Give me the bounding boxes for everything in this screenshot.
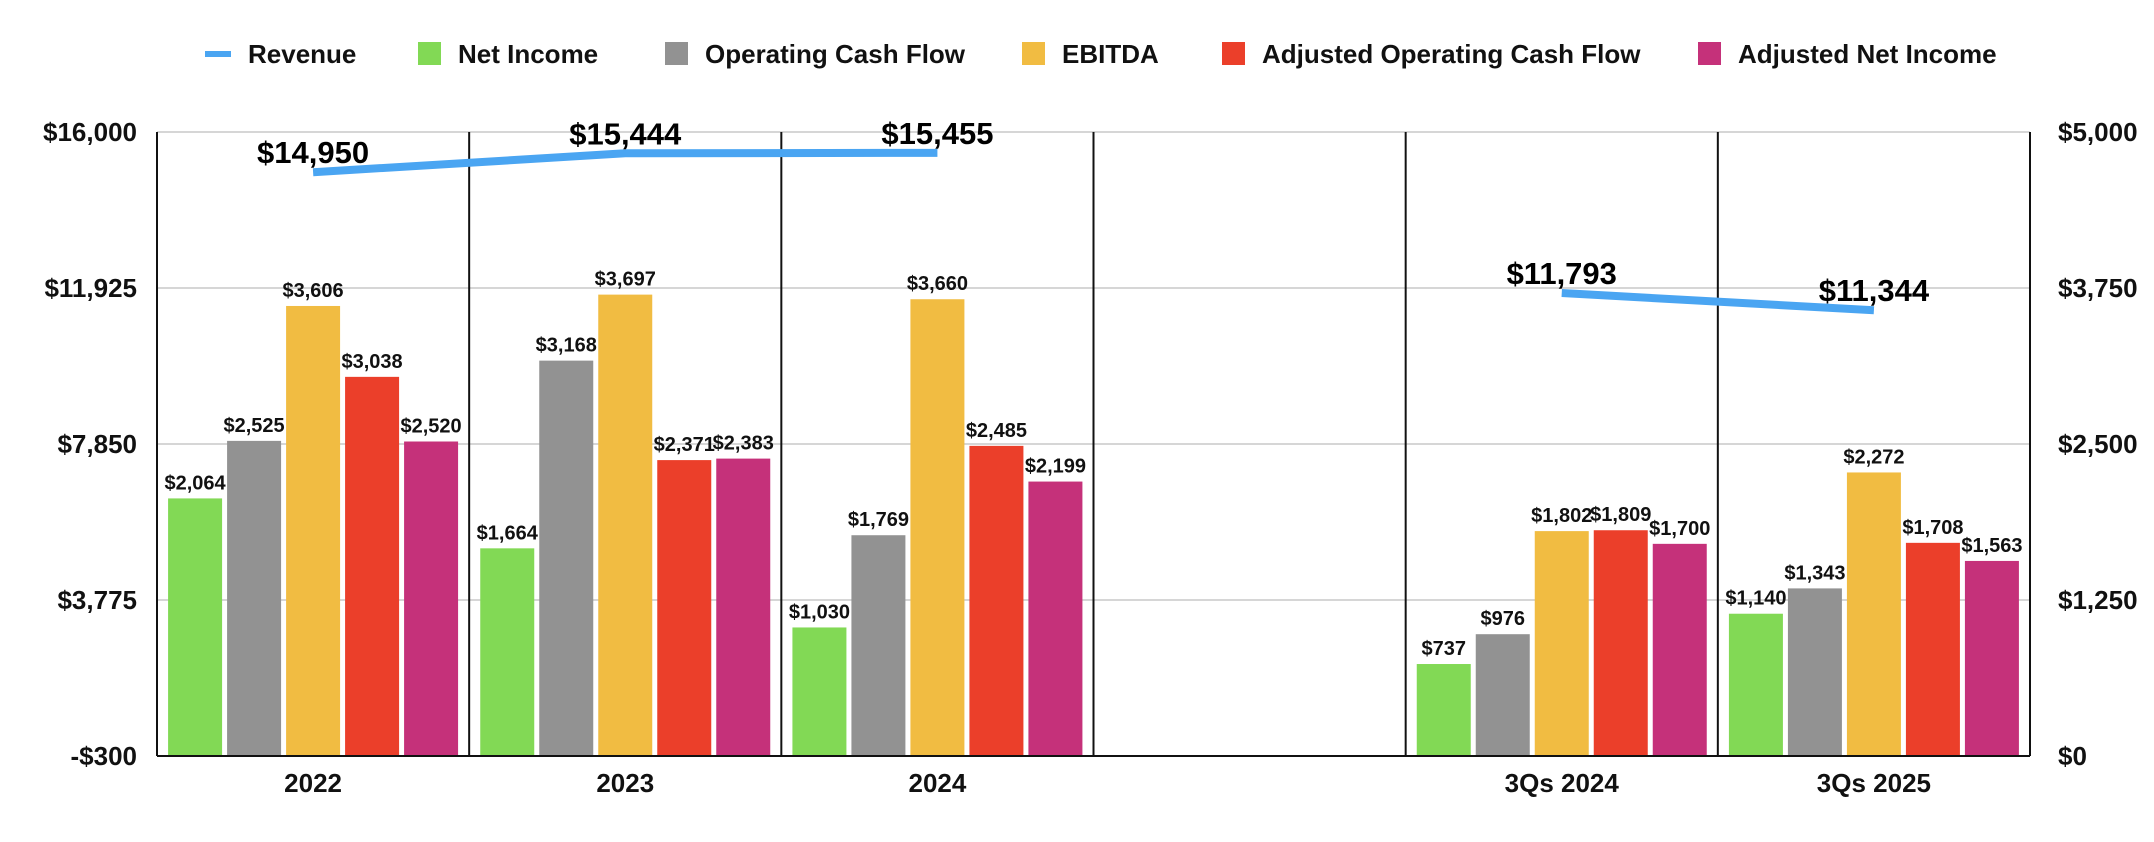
bar-value-label: $3,038	[341, 351, 402, 373]
bar	[1905, 542, 1960, 756]
bar	[168, 498, 223, 756]
legend-marker	[665, 42, 688, 65]
plot-frame	[156, 132, 2031, 757]
bars: $2,064 $2,525 $3,606 $3,038 $2,520 $1,664 $3,1…	[164, 269, 2023, 756]
bar-value-label: $3,697	[595, 269, 656, 291]
legend-marker-revenue	[205, 51, 231, 57]
revenue-value-label: $15,444	[569, 116, 682, 151]
bar	[1475, 634, 1530, 756]
bar-value-label: $2,383	[713, 433, 774, 455]
legend-label: EBITDA	[1062, 39, 1159, 69]
bar	[657, 460, 712, 756]
revenue-value-label: $11,793	[1507, 256, 1617, 291]
left-axis-tick-label: $7,850	[57, 429, 137, 459]
revenue-line-segment	[312, 148, 938, 177]
bar	[1416, 664, 1471, 756]
bar-value-label: $1,140	[1725, 588, 1786, 610]
legend-marker	[1022, 42, 1045, 65]
legend: Revenue Net Income Operating Cash Flow EBIT…	[205, 39, 1997, 69]
bar-value-label: $1,700	[1649, 518, 1710, 540]
legend-label: Revenue	[248, 39, 356, 69]
bar	[404, 441, 459, 756]
bar	[1728, 613, 1783, 756]
bar-value-label: $1,802	[1531, 505, 1592, 527]
bar	[598, 294, 653, 756]
category-label: 3Qs 2024	[1505, 768, 1620, 798]
bar-value-label: $1,809	[1590, 504, 1651, 526]
bar-value-label: $1,030	[789, 601, 850, 623]
left-axis-tick-label: -$300	[71, 741, 138, 771]
bar-value-label: $2,525	[223, 415, 284, 437]
legend-marker	[1222, 42, 1245, 65]
bar	[1652, 543, 1707, 756]
category-label: 2022	[284, 768, 342, 798]
bar	[1534, 531, 1589, 756]
bar-value-label: $2,485	[966, 420, 1027, 442]
right-axis-tick-label: $3,750	[2058, 273, 2138, 303]
bar-value-label: $1,343	[1784, 562, 1845, 584]
bar	[480, 548, 535, 756]
right-axis-tick-label: $0	[2058, 741, 2087, 771]
revenue-line-segment	[1561, 289, 1875, 315]
revenue-value-label: $14,950	[257, 135, 369, 170]
bar-value-label: $3,660	[907, 273, 968, 295]
bar	[1964, 560, 2019, 756]
bar	[1593, 530, 1648, 756]
right-axis-tick-label: $5,000	[2058, 117, 2138, 147]
legend-label: Operating Cash Flow	[705, 39, 966, 69]
bar	[792, 627, 847, 756]
revenue-line: $14,950 $15,444 $15,455 $11,793 $11,344	[257, 116, 1930, 315]
bar	[539, 360, 594, 756]
bar	[910, 299, 965, 756]
bar-value-label: $1,563	[1961, 535, 2022, 557]
right-axis-tick-label: $1,250	[2058, 585, 2138, 615]
bar	[1028, 481, 1083, 756]
legend-marker	[1698, 42, 1721, 65]
bar-value-label: $1,664	[477, 522, 539, 544]
bar	[969, 445, 1024, 756]
bar	[1787, 588, 1842, 756]
axes: -$300 $3,775 $7,850 $11,925 $16,000 $0 $1,250 $…	[43, 117, 2138, 798]
bar-value-label: $3,606	[282, 280, 343, 302]
bar	[227, 440, 282, 756]
bar	[1846, 472, 1901, 756]
bar-value-label: $2,272	[1843, 446, 1904, 468]
revenue-value-label: $15,455	[881, 116, 993, 151]
bar	[286, 305, 341, 756]
bar	[716, 458, 771, 756]
bar	[851, 535, 906, 756]
left-axis-tick-label: $11,925	[44, 273, 137, 303]
bar	[345, 376, 400, 756]
legend-label: Adjusted Net Income	[1738, 39, 1997, 69]
category-label: 2024	[908, 768, 966, 798]
bar-value-label: $737	[1422, 638, 1467, 660]
legend-marker	[418, 42, 441, 65]
legend-label: Adjusted Operating Cash Flow	[1262, 39, 1641, 69]
bar-value-label: $2,199	[1025, 456, 1086, 478]
bar-value-label: $2,371	[654, 434, 715, 456]
bar-value-label: $976	[1481, 608, 1526, 630]
bar-value-label: $2,064	[164, 472, 226, 494]
revenue-value-label: $11,344	[1819, 273, 1930, 308]
category-label: 2023	[596, 768, 654, 798]
bar-value-label: $1,769	[848, 509, 909, 531]
left-axis-tick-label: $3,775	[57, 585, 137, 615]
right-axis-tick-label: $2,500	[2058, 429, 2138, 459]
bar-value-label: $1,708	[1902, 517, 1963, 539]
category-label: 3Qs 2025	[1817, 768, 1931, 798]
bar-value-label: $3,168	[536, 335, 597, 357]
legend-label: Net Income	[458, 39, 598, 69]
left-axis-tick-label: $16,000	[43, 117, 137, 147]
bar-value-label: $2,520	[400, 416, 461, 438]
